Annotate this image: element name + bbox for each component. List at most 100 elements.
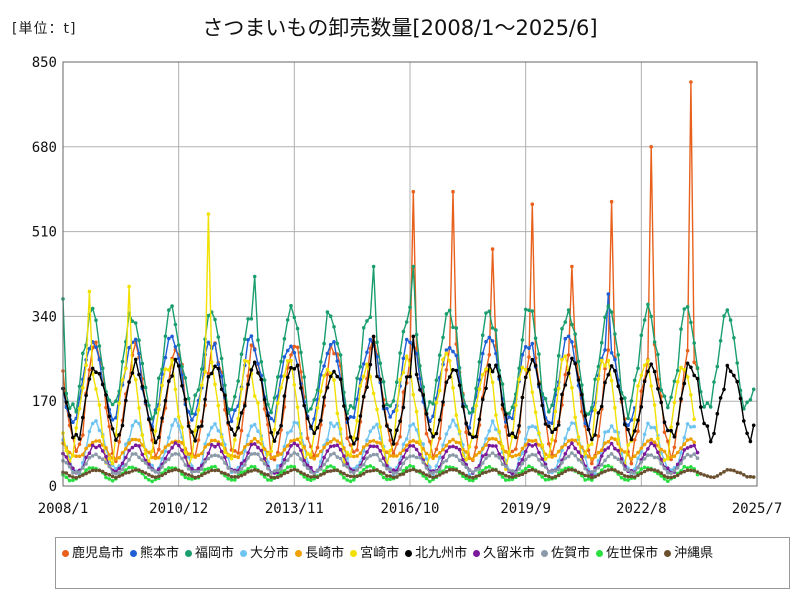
- data-point: [692, 440, 696, 445]
- data-point: [299, 457, 303, 461]
- data-point: [471, 457, 475, 462]
- data-point: [312, 398, 317, 402]
- data-point: [262, 397, 267, 402]
- data-point: [507, 433, 511, 437]
- data-point: [547, 441, 551, 446]
- data-point: [77, 384, 82, 389]
- data-point: [289, 429, 293, 433]
- data-point: [652, 455, 657, 460]
- data-point: [715, 474, 720, 478]
- data-point: [494, 427, 498, 432]
- data-point: [269, 471, 274, 475]
- data-point: [606, 429, 611, 434]
- data-point: [444, 368, 449, 372]
- data-point: [669, 455, 673, 459]
- data-point: [504, 464, 508, 469]
- data-point: [623, 474, 627, 478]
- data-point: [471, 475, 475, 480]
- data-point: [305, 473, 310, 478]
- data-point: [639, 467, 644, 471]
- data-point: [461, 474, 465, 479]
- data-point: [352, 478, 356, 482]
- data-point: [160, 416, 164, 421]
- data-point: [616, 353, 620, 357]
- data-point: [408, 440, 412, 444]
- data-point: [441, 455, 445, 460]
- data-point: [656, 471, 660, 476]
- data-point: [90, 443, 95, 448]
- data-point: [580, 445, 584, 449]
- data-point: [180, 425, 184, 430]
- data-point: [457, 458, 462, 463]
- legend-marker: [185, 550, 193, 557]
- data-point: [348, 479, 353, 484]
- data-point: [269, 410, 274, 415]
- data-point: [391, 471, 396, 475]
- data-point: [477, 378, 482, 382]
- data-point: [606, 446, 611, 450]
- data-point: [176, 415, 181, 419]
- data-point: [252, 274, 257, 279]
- data-point: [391, 399, 396, 403]
- data-point: [659, 447, 663, 452]
- x-tick-label: 2013/11: [265, 501, 324, 517]
- data-point: [411, 422, 416, 426]
- data-point: [566, 308, 571, 312]
- data-point: [292, 438, 297, 443]
- data-point: [252, 451, 257, 456]
- data-point: [272, 475, 277, 480]
- data-point: [335, 439, 340, 443]
- legend-item: 沖縄県: [664, 544, 713, 564]
- x-tick-label: 2008/1: [38, 501, 89, 517]
- data-point: [685, 375, 690, 379]
- data-point: [603, 366, 607, 371]
- data-point: [487, 429, 492, 433]
- data-point: [682, 469, 687, 474]
- data-point: [375, 440, 379, 445]
- data-point: [276, 475, 280, 480]
- data-point: [490, 444, 495, 448]
- data-point: [259, 360, 264, 364]
- data-point: [239, 387, 244, 391]
- data-point: [461, 404, 465, 409]
- data-point: [342, 475, 346, 480]
- data-point: [642, 432, 647, 437]
- legend-label: 久留米市: [483, 546, 536, 561]
- data-point: [176, 364, 181, 368]
- data-point: [368, 315, 373, 320]
- data-point: [563, 383, 568, 387]
- data-point: [114, 457, 118, 461]
- data-point: [375, 444, 379, 449]
- data-point: [74, 476, 78, 480]
- data-point: [216, 366, 221, 371]
- data-point: [322, 374, 326, 378]
- data-point: [249, 452, 254, 456]
- data-point: [530, 444, 535, 448]
- data-point: [143, 461, 148, 465]
- data-point: [474, 434, 478, 439]
- data-point: [282, 461, 287, 465]
- data-point: [517, 366, 521, 371]
- data-point: [494, 328, 498, 332]
- data-point: [570, 421, 574, 425]
- data-point: [639, 373, 644, 378]
- data-point: [246, 451, 250, 455]
- data-point: [67, 474, 72, 478]
- data-point: [599, 463, 604, 467]
- data-point: [127, 465, 131, 470]
- legend-marker: [473, 550, 481, 557]
- data-point: [530, 424, 535, 429]
- data-point: [345, 478, 350, 482]
- data-point: [616, 448, 620, 453]
- data-point: [170, 374, 174, 378]
- data-point: [580, 460, 584, 464]
- data-point: [77, 442, 82, 447]
- data-point: [259, 470, 264, 474]
- data-point: [110, 471, 115, 475]
- data-point: [365, 465, 369, 469]
- data-point: [84, 446, 88, 451]
- data-point: [728, 318, 733, 322]
- data-point: [229, 419, 234, 424]
- data-point: [484, 386, 488, 391]
- data-point: [193, 475, 197, 480]
